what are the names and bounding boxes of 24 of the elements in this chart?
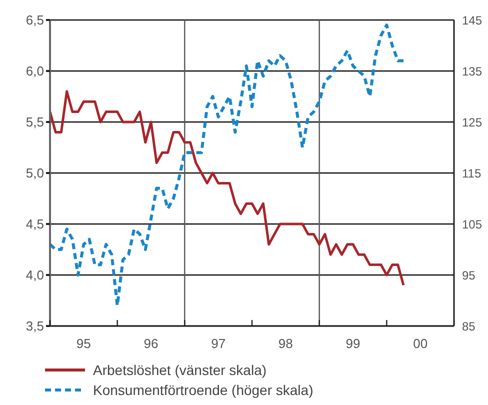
y2-tick-label: 85: [462, 319, 476, 334]
x-tick-label: 96: [144, 336, 158, 351]
y-tick-label: 4,5: [26, 216, 44, 232]
x-tick-label: 00: [413, 336, 428, 351]
y-tick-label: 5,5: [26, 114, 44, 130]
y-tick-label: 4,0: [26, 268, 44, 283]
y-tick-label: 6,5: [26, 12, 44, 28]
y2-tick-label: 95: [462, 268, 476, 282]
line-series: [50, 24, 405, 308]
y2-tick-label: 125: [462, 115, 482, 130]
y2-tick-label: 115: [462, 166, 482, 180]
legend-label: Konsumentförtroende (höger skala): [93, 382, 314, 398]
legend-label: Arbetslöshet (vänster skala): [93, 362, 267, 378]
x-tick-label: 95: [76, 336, 91, 351]
y-tick-label: 5,0: [26, 166, 44, 181]
x-tick-label: 98: [278, 336, 293, 351]
y2-tick-label: 105: [462, 217, 482, 232]
y-tick-label: 6,0: [26, 64, 44, 79]
line-series: [50, 90, 405, 286]
x-tick-label: 99: [346, 336, 360, 351]
y2-tick-label: 145: [462, 13, 482, 28]
x-tick-label: 97: [211, 336, 226, 351]
y-tick-label: 3,5: [26, 318, 44, 334]
y2-tick-label: 135: [462, 64, 482, 78]
